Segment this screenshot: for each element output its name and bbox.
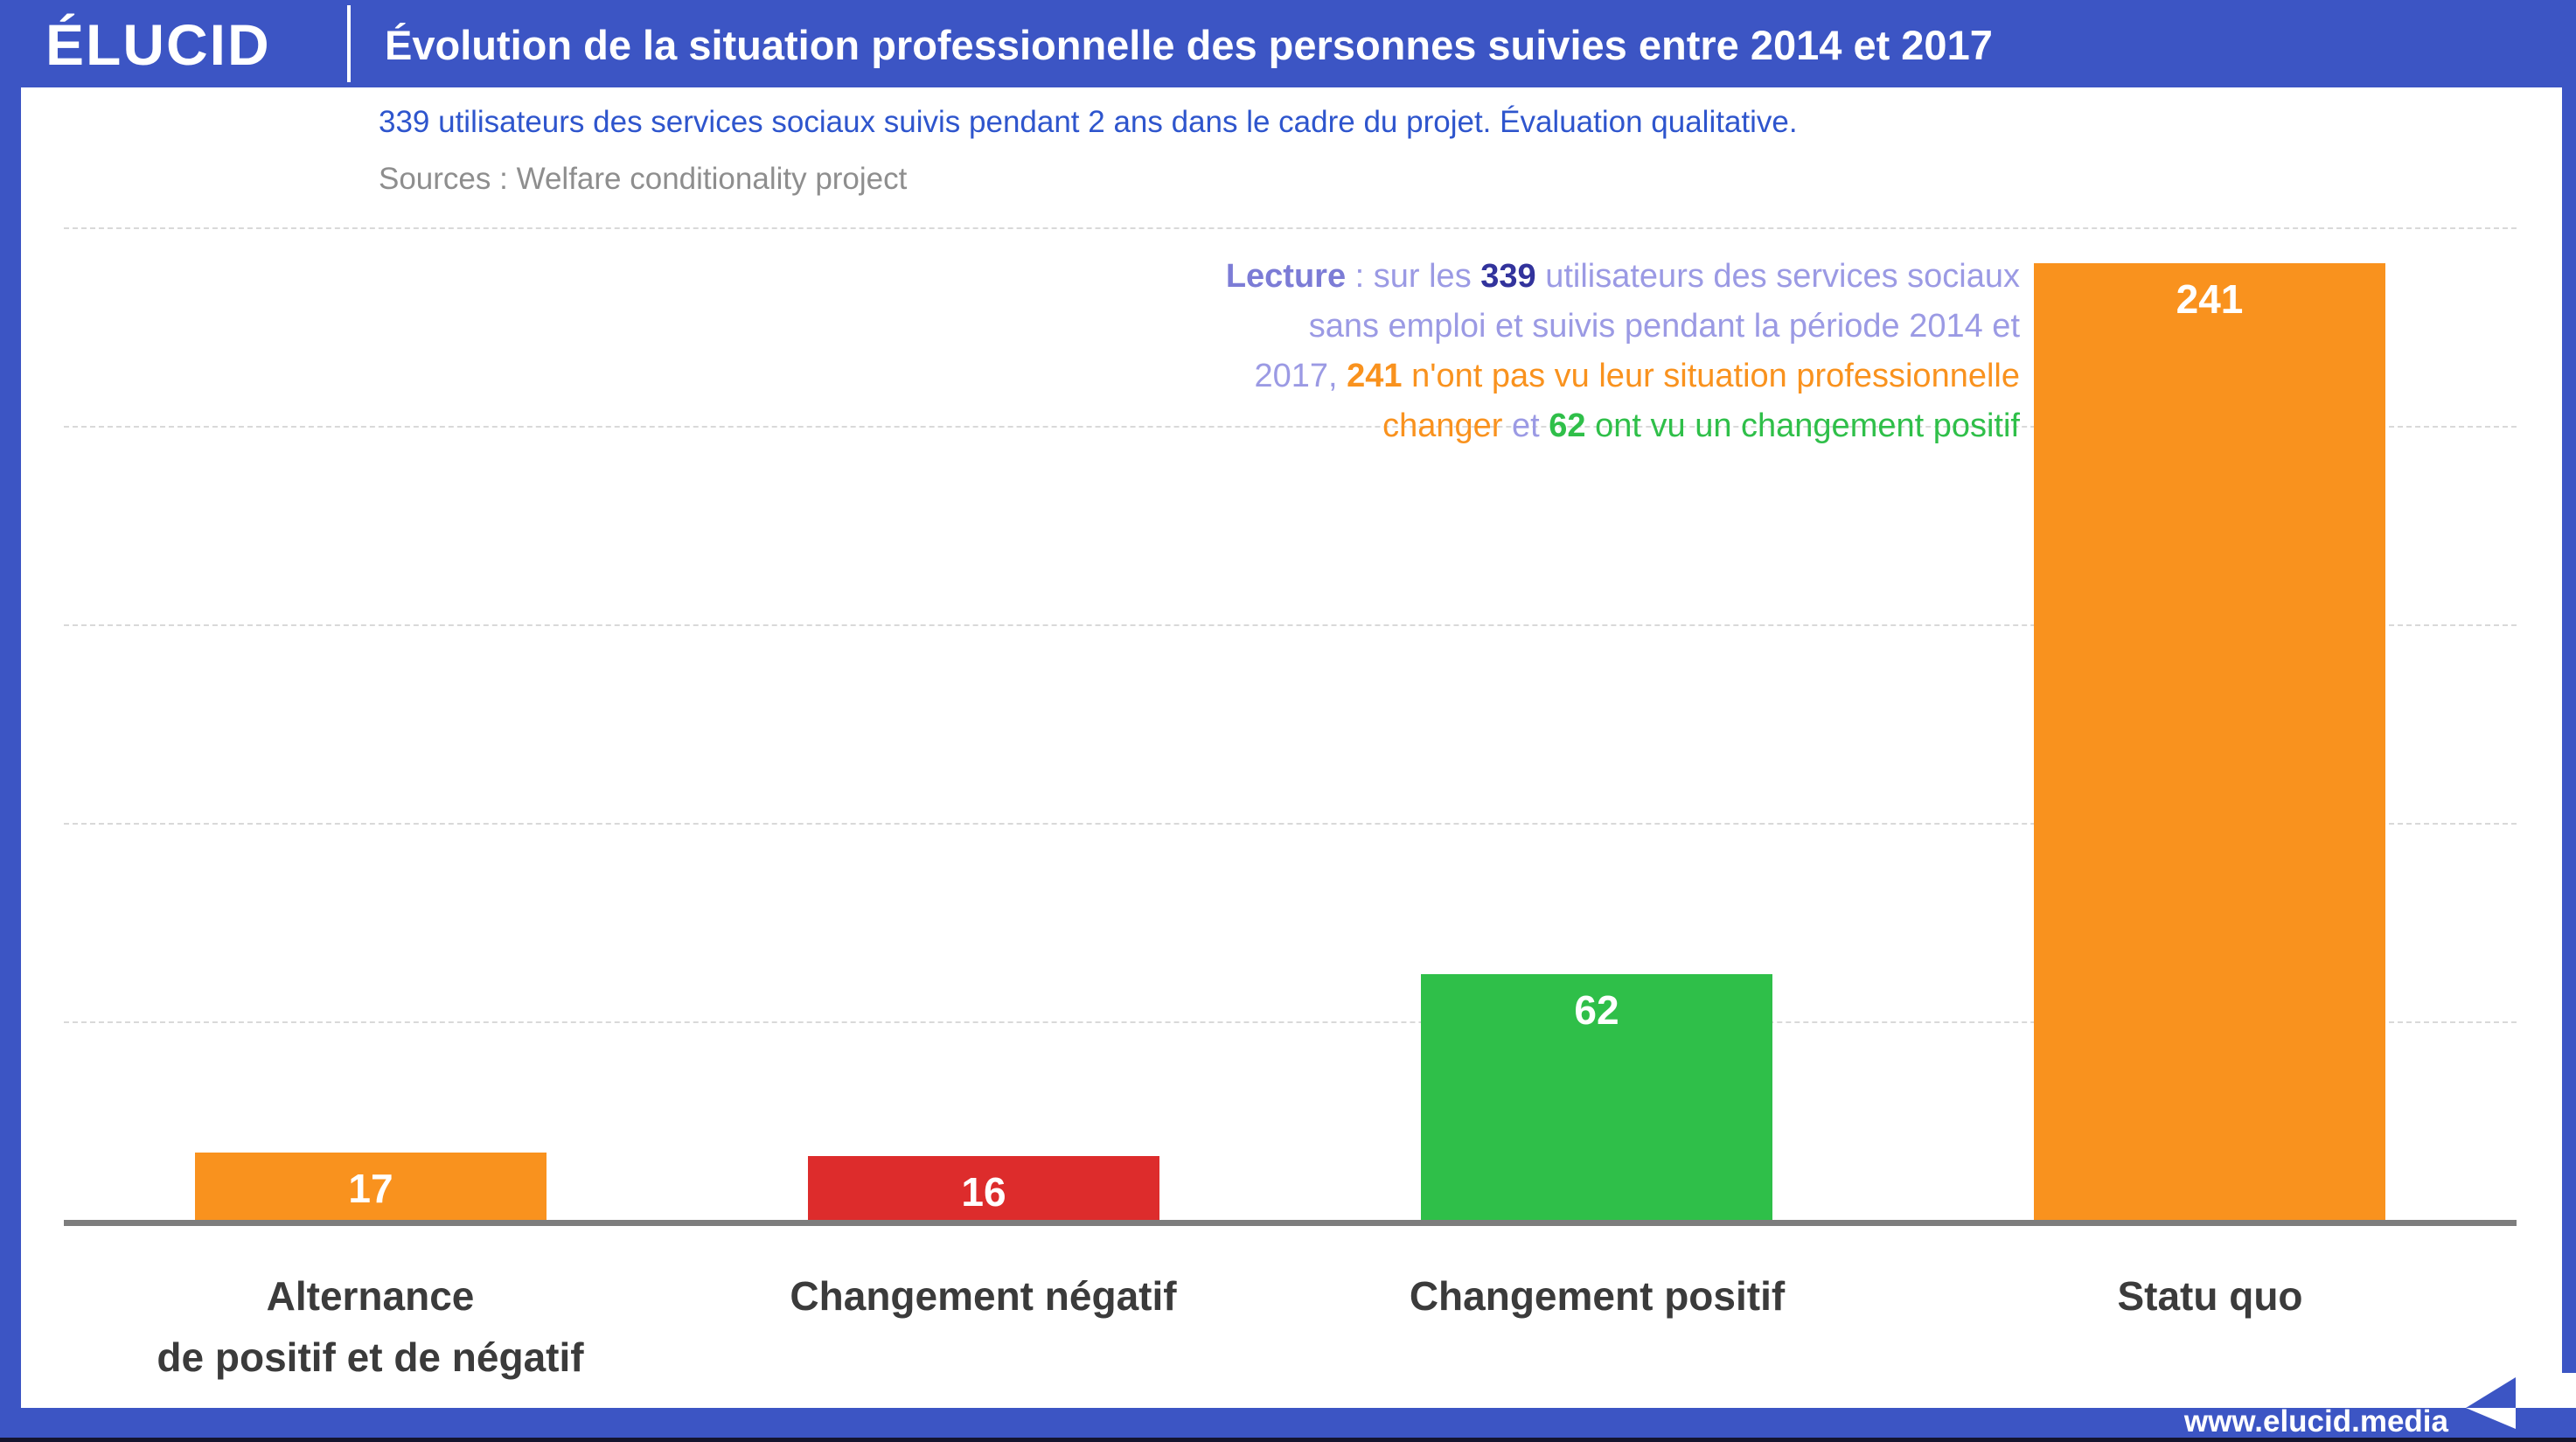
frame-border-left — [0, 87, 21, 1408]
category-label-changement-n-gatif: Changement négatif — [790, 1273, 1177, 1319]
reading-note-segment: 241 — [1347, 358, 1403, 394]
reading-note-line: sans emploi et suivis pendant la période… — [752, 302, 2020, 352]
gridline-250 — [64, 227, 2517, 229]
gridline-200 — [64, 426, 2517, 428]
reading-note-segment: Lecture — [1225, 258, 1347, 295]
reading-note-segment: utilisateurs des services sociaux — [1535, 258, 2020, 295]
reading-note-segment: : sur les — [1346, 258, 1481, 295]
category-label-alternance-de-positif-et-de-n-gatif: Alternance de positif et de négatif — [157, 1273, 584, 1380]
reading-note-segment: sans emploi et suivis pendant la période… — [1308, 308, 2020, 345]
elucid-logo-mark — [2516, 1373, 2576, 1408]
chart-subtitle: 339 utilisateurs des services sociaux su… — [379, 105, 1798, 139]
frame-border-right — [2562, 87, 2576, 1408]
x-axis-line — [64, 1220, 2517, 1226]
chart-source: Sources : Welfare conditionality project — [379, 162, 908, 196]
bottom-edge-line — [0, 1438, 2576, 1442]
reading-note: Lecture : sur les 339 utilisateurs des s… — [752, 252, 2020, 451]
reading-note-line: Lecture : sur les 339 utilisateurs des s… — [752, 252, 2020, 302]
page-title: Évolution de la situation professionnell… — [385, 22, 1993, 68]
gridline-150 — [64, 624, 2517, 626]
category-label-statu-quo: Statu quo — [2117, 1273, 2303, 1319]
reading-note-segment: 339 — [1480, 258, 1536, 295]
bar-changement-positif: 62 — [1421, 974, 1772, 1220]
gridline-50 — [64, 1021, 2517, 1023]
reading-note-segment: et — [1502, 408, 1549, 444]
bar-changement-n-gatif: 16 — [808, 1156, 1159, 1220]
brand-logo: ÉLUCID — [45, 12, 271, 77]
bar-statu-quo: 241 — [2034, 263, 2385, 1220]
reading-note-segment: ont vu un changement positif — [1585, 408, 2020, 444]
reading-note-segment: n'ont pas vu leur situation professionne… — [1402, 358, 2020, 394]
reading-note-segment: 62 — [1549, 408, 1586, 444]
bar-alternance-de-positif-et-de-n-gatif: 17 — [195, 1153, 547, 1220]
reading-note-line: 2017, 241 n'ont pas vu leur situation pr… — [752, 352, 2020, 401]
reading-note-line: changer et 62 ont vu un changement posit… — [752, 401, 2020, 451]
category-label-changement-positif: Changement positif — [1409, 1273, 1786, 1319]
header-separator — [347, 5, 351, 82]
bar-value-label: 241 — [2176, 276, 2244, 322]
footer-bar: www.elucid.media — [0, 1404, 2576, 1439]
bar-value-label: 17 — [348, 1166, 393, 1211]
reading-note-segment: changer — [1382, 408, 1503, 444]
reading-note-segment: 2017, — [1254, 358, 1347, 394]
bar-value-label: 16 — [961, 1169, 1006, 1215]
gridline-100 — [64, 823, 2517, 825]
header-bar: ÉLUCID Évolution de la situation profess… — [0, 0, 2576, 87]
bar-value-label: 62 — [1574, 987, 1619, 1033]
website-text: www.elucid.media — [2183, 1404, 2448, 1439]
